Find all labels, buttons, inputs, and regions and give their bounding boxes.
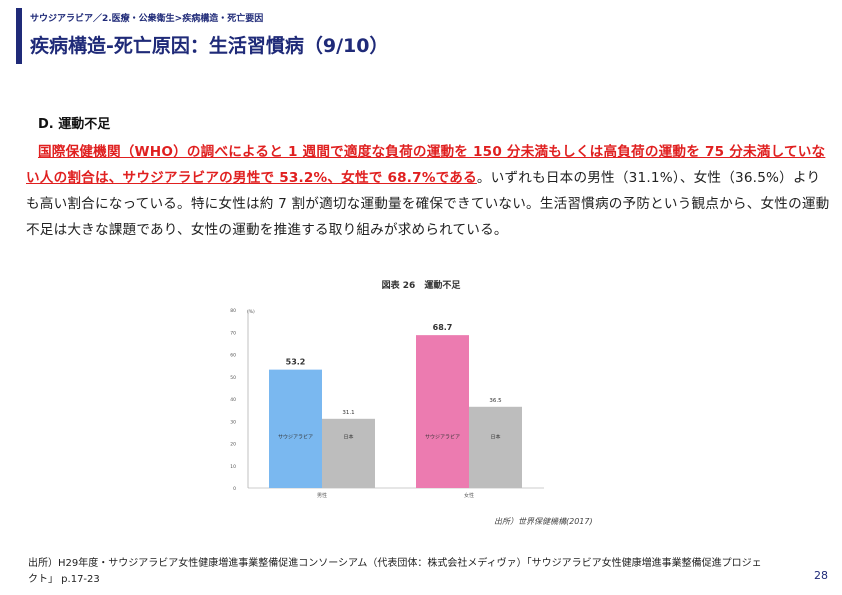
- page-number: 28: [814, 569, 828, 582]
- value-label: 36.5: [489, 398, 502, 404]
- y-tick-label: 80: [230, 308, 236, 314]
- bar-saudi-male: [269, 369, 322, 488]
- y-axis-unit: (%): [247, 309, 255, 315]
- series-label: 日本: [343, 434, 353, 441]
- series-label: 日本: [490, 434, 500, 441]
- chart-caption: 図表 26 運動不足: [381, 281, 461, 291]
- title-accent-bar: [16, 8, 22, 64]
- page-title: 疾病構造-死亡原因：生活習慣病（9/10）: [30, 35, 389, 57]
- bar-saudi-female: [416, 335, 469, 488]
- body-continuation: 。いずれも日本の男性（31.1%）、女性（36.5%）よりも高い割合になっている…: [26, 170, 830, 238]
- footer-source: 出所）H29年度・サウジアラビア女性健康増進事業整備促進コンソーシアム（代表団体…: [28, 558, 762, 585]
- x-tick-label: 男性: [317, 492, 327, 499]
- value-label: 68.7: [433, 323, 453, 332]
- series-label: サウジアラビア: [278, 434, 313, 441]
- section-heading: D. 運動不足: [38, 117, 111, 132]
- y-tick-label: 40: [230, 397, 236, 403]
- highlighted-finding: 国際保健機関（WHO）の調べによると 1 週間で適度な負荷の運動を 150 分未…: [26, 144, 826, 186]
- x-tick-label: 女性: [464, 492, 474, 499]
- y-tick-label: 20: [230, 442, 236, 448]
- y-tick-label: 60: [230, 353, 236, 359]
- value-label: 53.2: [286, 358, 306, 367]
- bar-japan-female: [469, 406, 522, 488]
- y-tick-label: 0: [233, 486, 236, 492]
- y-tick-label: 50: [230, 375, 236, 381]
- y-tick-label: 30: [230, 419, 236, 425]
- value-label: 31.1: [342, 410, 354, 416]
- bar-japan-male: [322, 418, 375, 488]
- body-paragraph: 国際保健機関（WHO）の調べによると 1 週間で適度な負荷の運動を 150 分未…: [26, 139, 830, 243]
- series-label: サウジアラビア: [425, 434, 460, 441]
- breadcrumb: サウジアラビア／2.医療・公衆衛生>疾病構造・死亡要因: [30, 14, 264, 24]
- y-tick-label: 10: [230, 464, 236, 470]
- y-tick-label: 70: [230, 330, 236, 336]
- chart-source: 出所）世界保健機構(2017): [494, 517, 593, 526]
